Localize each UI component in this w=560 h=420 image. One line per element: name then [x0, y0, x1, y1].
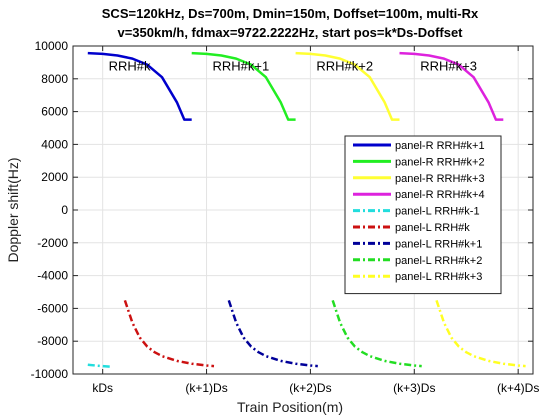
y-tick-label-2: -6000	[37, 301, 68, 315]
annotation-1: RRH#k+1	[212, 59, 269, 74]
legend-label-2: panel-R RRH#k+3	[395, 173, 485, 185]
series-line-3	[399, 51, 504, 121]
legend-label-7: panel-L RRH#k+2	[395, 255, 482, 267]
series-line-0	[87, 51, 192, 121]
legend-label-3: panel-R RRH#k+4	[395, 189, 485, 201]
series-line-4	[87, 363, 111, 368]
y-tick-label-0: -10000	[31, 367, 69, 381]
chart-title-line-1: SCS=120kHz, Ds=700m, Dmin=150m, Doffset=…	[102, 6, 479, 21]
annotation-3: RRH#k+3	[420, 59, 477, 74]
series-line-8	[435, 300, 526, 368]
legend: panel-R RRH#k+1 panel-R RRH#k+2 panel-R RR…	[344, 135, 502, 295]
y-tick-label-10: 10000	[35, 39, 69, 53]
legend-label-1: panel-R RRH#k+2	[395, 156, 485, 168]
series-line-6	[227, 300, 318, 368]
series-line-2	[295, 51, 400, 121]
y-tick-label-3: -4000	[37, 269, 68, 283]
legend-label-8: panel-L RRH#k+3	[395, 271, 482, 283]
y-tick-label-7: 4000	[41, 137, 68, 151]
annotations: RRH#k RRH#k+1 RRH#k+2 RRH#k+3	[109, 59, 477, 74]
series-line-1	[191, 51, 296, 121]
annotation-2: RRH#k+2	[316, 59, 373, 74]
plot-series	[87, 51, 526, 368]
series-line-7	[331, 300, 422, 368]
annotation-0: RRH#k	[109, 59, 151, 74]
legend-label-6: panel-L RRH#k+1	[395, 238, 482, 250]
x-tick-label-0: kDs	[92, 381, 113, 395]
x-tick-label-3: (k+3)Ds	[393, 381, 435, 395]
y-tick-label-8: 6000	[41, 105, 68, 119]
y-tick-label-6: 2000	[41, 170, 68, 184]
x-tick-label-1: (k+1)Ds	[185, 381, 227, 395]
y-axis-label: Doppler shift(Hz)	[5, 157, 21, 262]
y-tick-label-9: 8000	[41, 72, 68, 86]
y-tick-label-4: -2000	[37, 236, 68, 250]
legend-label-4: panel-L RRH#k-1	[395, 206, 480, 218]
x-ticks: kDs (k+1)Ds (k+2)Ds (k+3)Ds (k+4)Ds	[92, 46, 539, 395]
legend-label-0: panel-R RRH#k+1	[395, 140, 485, 152]
y-tick-label-5: 0	[61, 203, 68, 217]
x-tick-label-2: (k+2)Ds	[289, 381, 331, 395]
x-axis-label: Train Position(m)	[237, 399, 343, 415]
series-line-5	[123, 300, 215, 368]
chart-title-line-2: v=350km/h, fdmax=9722.2222Hz, start pos=…	[117, 25, 463, 40]
legend-label-5: panel-L RRH#k	[395, 222, 470, 234]
y-ticks: -10000 -8000 -6000 -4000 -2000 0 2000 4000 6000 8…	[31, 39, 533, 381]
y-tick-label-1: -8000	[37, 334, 68, 348]
x-tick-label-4: (k+4)Ds	[497, 381, 539, 395]
